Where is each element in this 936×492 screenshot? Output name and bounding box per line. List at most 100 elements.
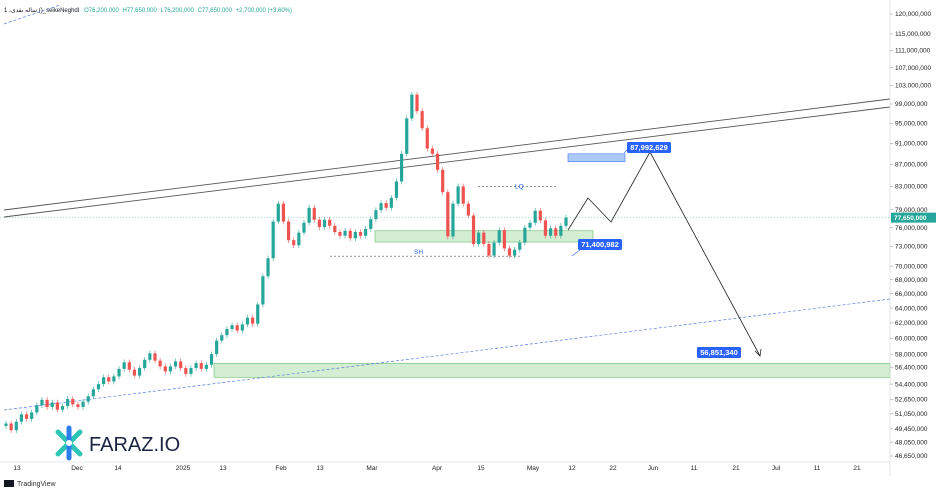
price-tick-label: 120,000,000 xyxy=(895,11,932,18)
last-price-tag xyxy=(891,212,936,223)
time-tick-label: Dec xyxy=(71,465,83,472)
tradingview-footer: TradingView xyxy=(4,480,56,488)
candle-body xyxy=(261,276,265,305)
price-tick-label: 95,000,000 xyxy=(895,120,928,127)
time-tick-label: 13 xyxy=(316,465,324,472)
callout-lower-zone-label: 71,400,982 xyxy=(581,240,619,249)
callout-upper-target-box xyxy=(627,142,671,153)
candle-body xyxy=(513,249,517,256)
time-tick-label: 11 xyxy=(691,465,698,472)
time-tick-label: May xyxy=(527,465,540,472)
candle-body xyxy=(127,362,131,370)
sh-label: SH xyxy=(414,249,423,256)
candle-body xyxy=(297,232,301,246)
candle-body xyxy=(71,398,75,405)
price-tick-label: 68,000,000 xyxy=(895,277,928,284)
faraz-logo-text: FARAZ.IO xyxy=(89,434,180,456)
candle-body xyxy=(533,210,537,223)
candle-body xyxy=(66,398,70,407)
price-tick-label: 79,000,000 xyxy=(895,207,928,214)
candle-body xyxy=(487,243,491,256)
candle-body xyxy=(40,399,44,406)
candle-body xyxy=(461,186,465,204)
candle-body xyxy=(384,203,388,208)
time-tick-label: 22 xyxy=(609,465,617,472)
candle-body xyxy=(564,217,568,226)
candle-body xyxy=(86,396,90,402)
channel-line-upper xyxy=(3,98,891,211)
candle-body xyxy=(179,361,183,369)
callout-upper-target-label: 87,992,629 xyxy=(630,143,668,152)
candle-body xyxy=(369,219,373,229)
candle-body xyxy=(122,362,126,369)
price-tick-label: 58,000,000 xyxy=(895,351,928,358)
candle-body xyxy=(50,402,54,408)
candle-body xyxy=(456,186,460,204)
candle-body xyxy=(173,361,178,367)
candle-body xyxy=(528,222,532,228)
callout-pointer-mid xyxy=(571,249,581,257)
candle-body xyxy=(492,242,496,256)
candle-body xyxy=(286,221,291,241)
candle-body xyxy=(389,197,393,208)
price-tick-label: 73,000,000 xyxy=(895,244,928,251)
candle-body xyxy=(353,232,357,239)
header-symbol: 1 ،ساله نقدی ()_seikeNeghdI xyxy=(4,7,80,14)
time-tick-label: 12 xyxy=(568,465,576,472)
drawn-lines: LQ SH xyxy=(3,4,891,411)
price-tick-label: 49,450,000 xyxy=(895,426,928,433)
candle-body xyxy=(220,335,224,341)
candle-body xyxy=(554,228,558,236)
candle-body xyxy=(410,94,414,119)
candle-body xyxy=(543,220,548,236)
candle-body xyxy=(215,340,219,355)
candle-body xyxy=(35,405,39,413)
candle-body xyxy=(559,225,563,236)
candle-body xyxy=(14,421,18,431)
candle-body xyxy=(204,364,208,369)
time-tick-label: Feb xyxy=(275,465,287,472)
candle-body xyxy=(466,203,470,216)
candle-body xyxy=(102,377,106,385)
projection-path xyxy=(567,151,761,357)
price-tick-label: 115,000,000 xyxy=(895,31,931,38)
candle-body xyxy=(400,153,404,182)
candle-body xyxy=(91,389,95,397)
candle-body xyxy=(379,203,383,211)
candle-body xyxy=(435,153,440,170)
time-tick-label: Mar xyxy=(366,465,378,472)
header-open: O76,200,000 xyxy=(84,8,119,14)
candle-body xyxy=(60,406,65,410)
price-tick-label: 83,000,000 xyxy=(895,184,928,191)
time-tick-label: 15 xyxy=(477,465,485,472)
candle-body xyxy=(502,230,506,249)
candle-body xyxy=(271,221,275,259)
tradingview-icon xyxy=(4,480,14,487)
time-tick-label: 21 xyxy=(732,465,740,472)
candle-body xyxy=(507,248,512,256)
candle-body xyxy=(251,317,255,324)
time-tick-label: 13 xyxy=(219,465,227,472)
candle-body xyxy=(117,368,121,377)
time-tick-label: 14 xyxy=(114,465,122,472)
trend-line-bottom xyxy=(3,298,891,411)
candle-body xyxy=(107,377,111,382)
callouts: 87,992,629 71,400,982 56,851,340 xyxy=(578,142,741,358)
candle-body xyxy=(446,192,450,237)
candle-body xyxy=(112,376,116,382)
time-tick-label: 11 xyxy=(814,465,821,472)
candle-body xyxy=(240,324,244,331)
price-tick-label: 46,650,000 xyxy=(895,453,928,460)
candle-body xyxy=(153,353,157,361)
price-tick-label: 51,050,000 xyxy=(895,411,928,418)
candle-body xyxy=(45,399,49,408)
candle-body xyxy=(430,148,435,154)
demand-zone-lower xyxy=(213,363,891,378)
candle-body xyxy=(4,423,8,426)
candle-body xyxy=(194,363,198,369)
candle-body xyxy=(209,354,214,365)
price-tick-label: 48,050,000 xyxy=(895,439,928,446)
candle-body xyxy=(235,325,239,331)
zones xyxy=(213,153,891,378)
